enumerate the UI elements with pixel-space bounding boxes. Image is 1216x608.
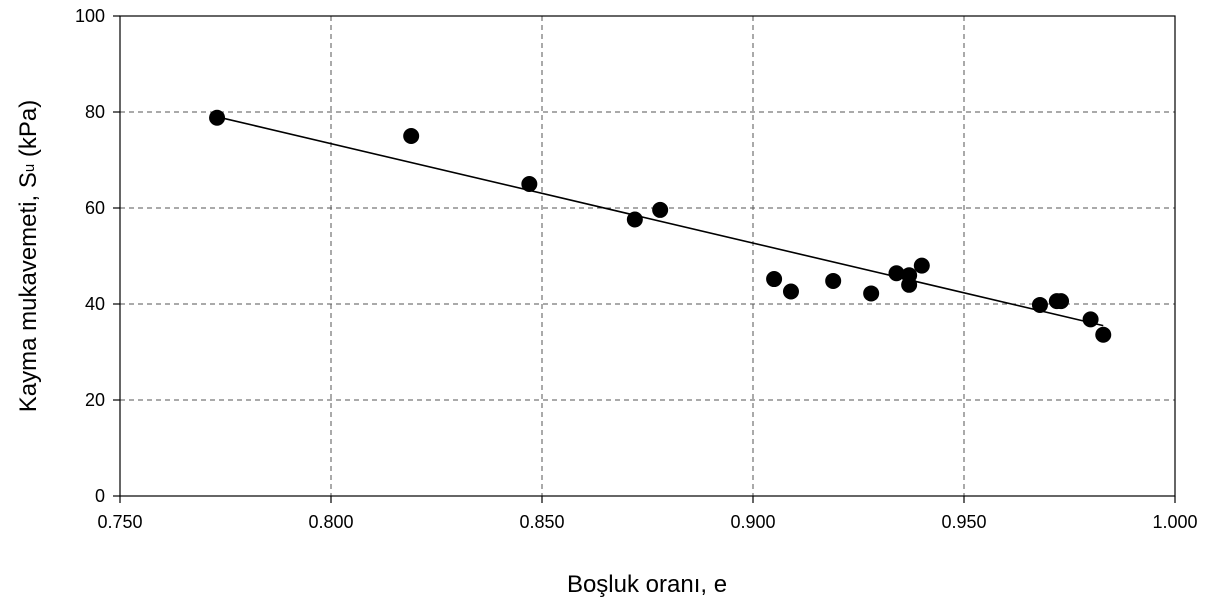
data-point: [1082, 311, 1099, 328]
y-tick-label: 60: [85, 198, 105, 218]
axis-ticks: [113, 15, 1176, 503]
y-tick-label: 40: [85, 294, 105, 314]
y-axis-title: Kayma mukavemeti, Su (kPa): [15, 100, 42, 412]
data-point: [913, 257, 930, 274]
y-tick-label: 20: [85, 390, 105, 410]
data-point: [863, 285, 880, 302]
x-tick-label: 1.000: [1152, 512, 1197, 532]
data-point: [888, 265, 905, 282]
x-tick-label: 0.950: [941, 512, 986, 532]
data-point: [901, 267, 918, 284]
tick-labels: 0.750 0.800 0.850 0.900 0.950 1.000 0 20 40 60 80 1…: [75, 6, 1198, 532]
data-point: [209, 109, 226, 126]
data-point: [782, 283, 799, 300]
x-tick-label: 0.850: [519, 512, 564, 532]
data-points: [209, 109, 1112, 343]
data-point: [825, 272, 842, 289]
data-point: [766, 271, 783, 288]
plot-frame: [119, 15, 1176, 497]
y-tick-label: 80: [85, 102, 105, 122]
data-point: [1095, 326, 1112, 343]
x-axis-title: Boşluk oranı, e: [567, 571, 727, 598]
y-axis-title-subscript: u: [21, 164, 38, 172]
y-tick-label: 100: [75, 6, 105, 26]
data-point: [403, 128, 420, 144]
data-point: [626, 211, 643, 228]
x-tick-label: 0.800: [308, 512, 353, 532]
x-tick-label: 0.750: [97, 512, 142, 532]
y-axis-title-unit: (kPa): [15, 100, 42, 164]
x-tick-label: 0.900: [730, 512, 775, 532]
data-point: [1031, 296, 1048, 313]
data-point: [521, 176, 538, 192]
y-tick-label: 0: [95, 486, 105, 506]
y-axis-title-main: Kayma mukavemeti, S: [15, 172, 42, 412]
grid-lines: [120, 16, 1175, 496]
trendline: [216, 116, 1104, 327]
data-point: [652, 201, 669, 218]
data-point: [1053, 293, 1070, 310]
